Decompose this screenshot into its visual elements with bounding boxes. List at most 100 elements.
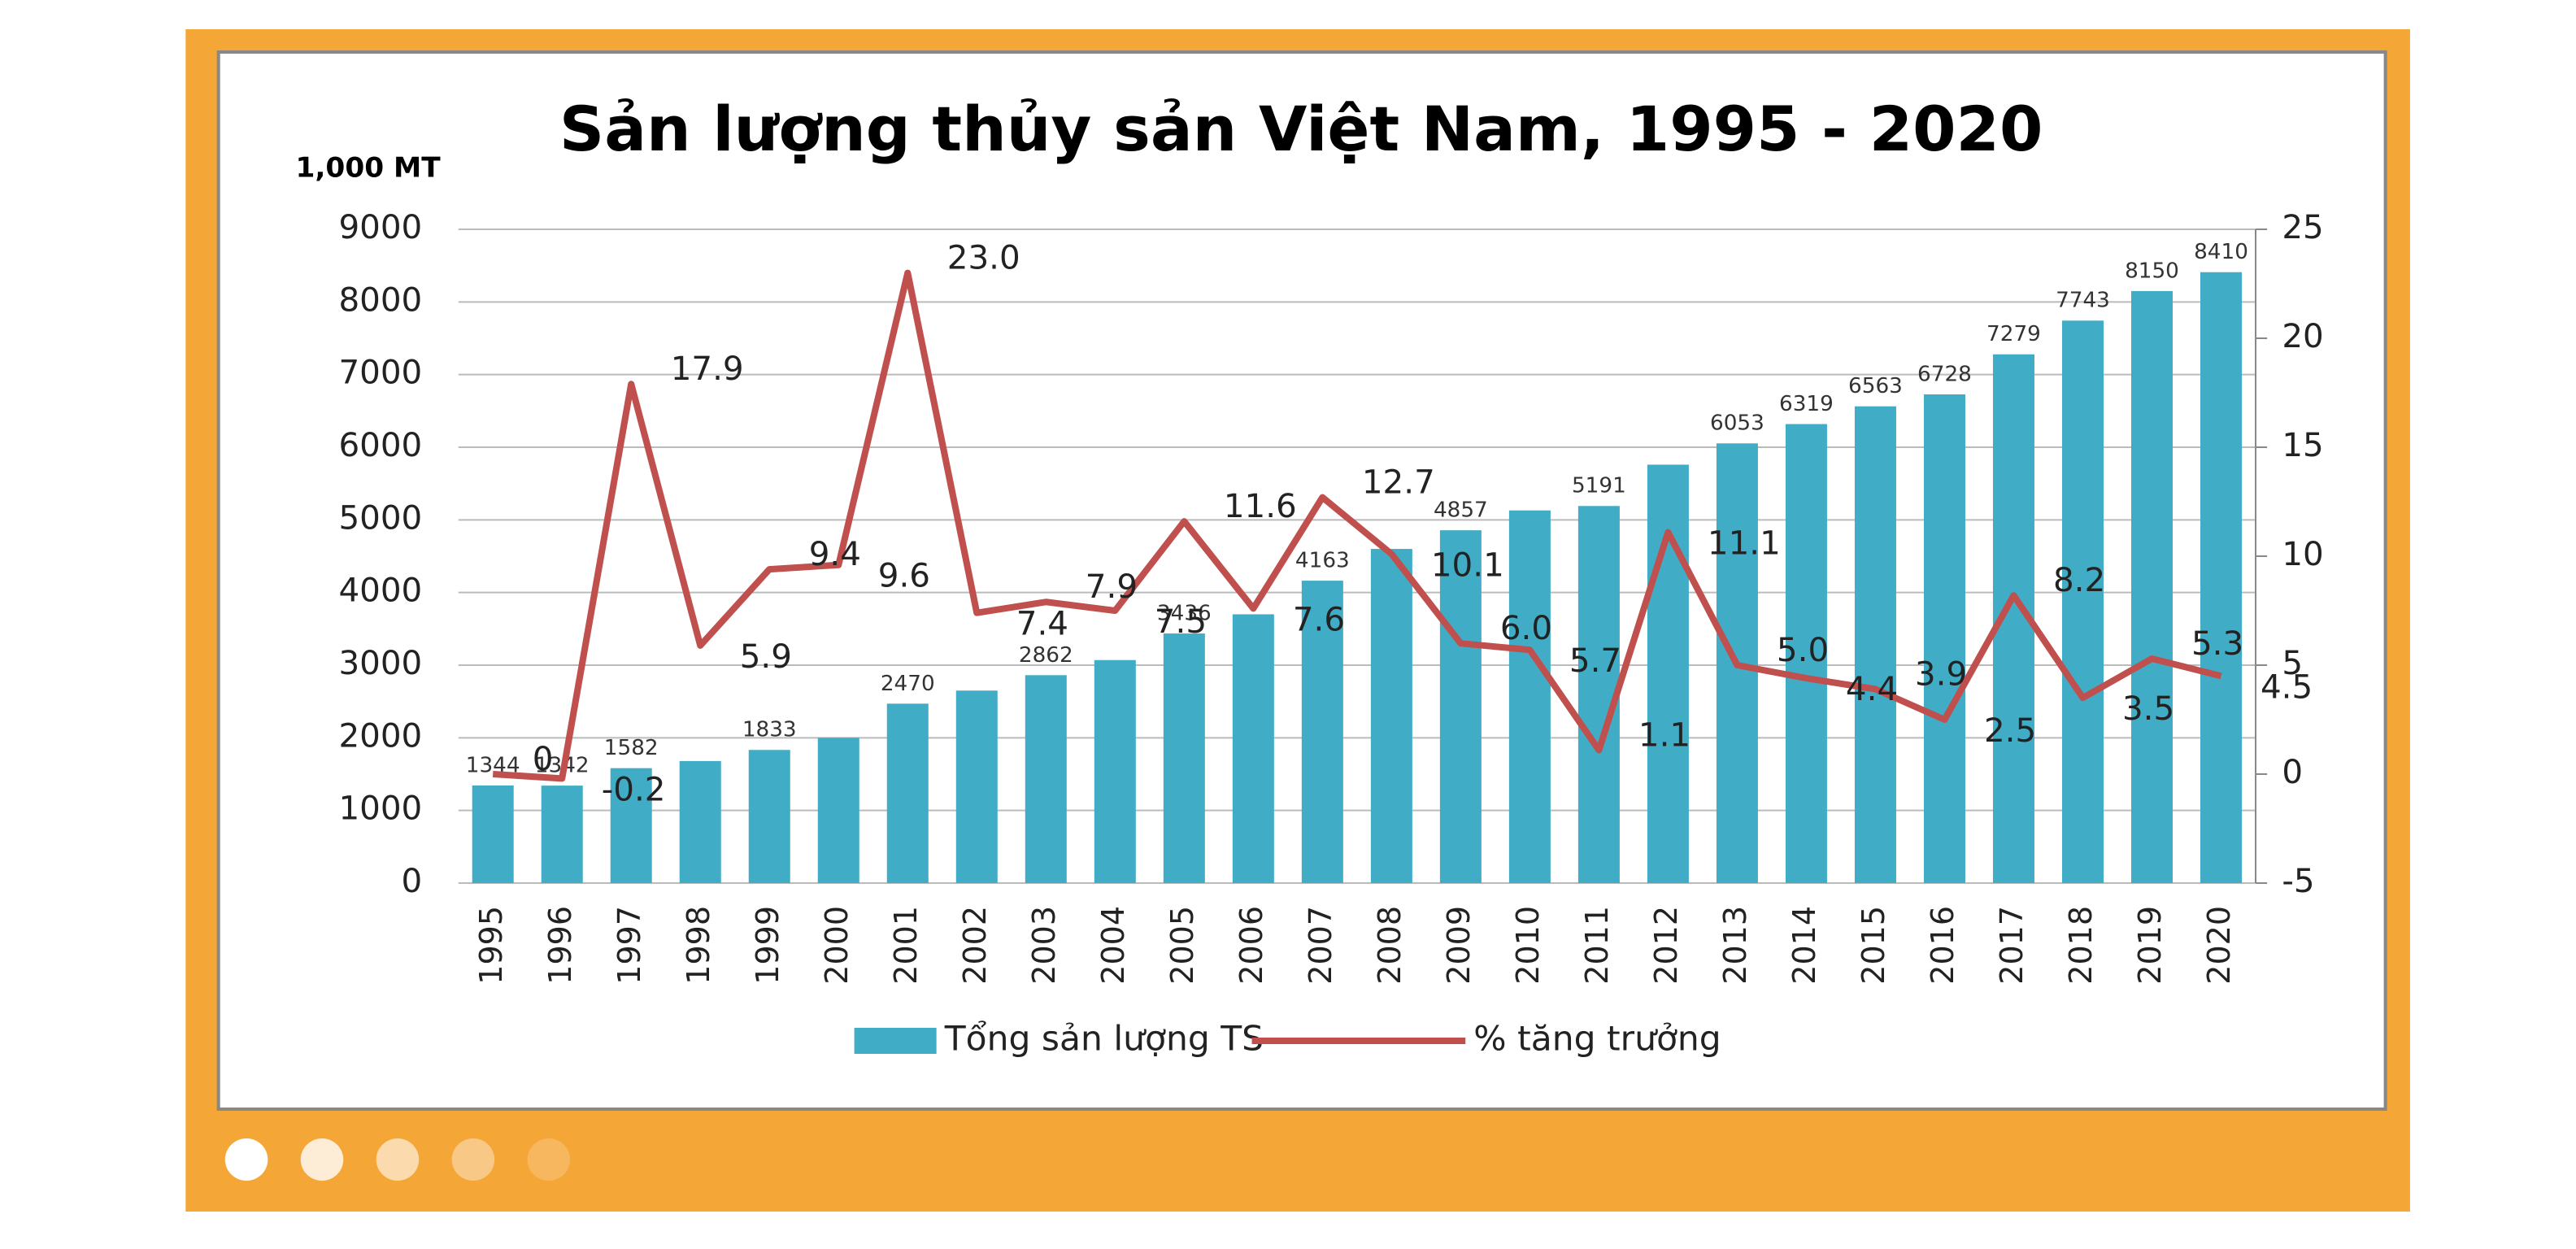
x-tick-label: 1995 <box>474 906 510 985</box>
x-tick-label: 1999 <box>751 906 786 985</box>
bar <box>817 738 859 883</box>
y2-tick-label: 5 <box>2282 645 2303 682</box>
bar <box>1163 633 1205 883</box>
line-label: 11.1 <box>1708 525 1781 563</box>
x-tick-label: 1996 <box>543 906 579 985</box>
bar-label: 8410 <box>2194 240 2248 264</box>
x-tick-label: 2005 <box>1165 906 1201 985</box>
bar <box>1577 506 1620 883</box>
line-label: 0 <box>533 741 554 778</box>
line-label: 9.6 <box>878 558 930 595</box>
line-label: 11.6 <box>1224 488 1297 525</box>
x-tick-label: 1997 <box>612 906 648 985</box>
bar <box>1301 581 1343 883</box>
x-tick-label: 2020 <box>2202 906 2238 985</box>
bar-label: 2470 <box>881 672 935 696</box>
bar <box>541 786 583 883</box>
line-label: 17.9 <box>671 350 744 388</box>
bar-label: 4163 <box>1295 549 1350 573</box>
bar <box>1094 659 1136 883</box>
bar <box>1370 549 1412 883</box>
x-tick-label: 2008 <box>1373 906 1408 985</box>
line-label: 2.5 <box>1984 712 2036 750</box>
x-tick-label: 2007 <box>1303 906 1339 985</box>
y2-tick-label: 20 <box>2282 318 2323 355</box>
y-tick-label: 6000 <box>338 427 422 464</box>
bar-label: 6563 <box>1848 374 1903 398</box>
x-tick-label: 2002 <box>958 906 994 985</box>
y-tick-label: 0 <box>402 863 423 900</box>
bar <box>1508 510 1551 883</box>
bar-label: 3436 <box>1157 602 1212 626</box>
bar <box>1854 406 1896 883</box>
line-label: 5.0 <box>1777 632 1829 669</box>
legend-label: % tăng trưởng <box>1473 1019 1721 1059</box>
line-label: 7.5 <box>1155 603 1207 641</box>
bar <box>748 750 790 883</box>
line-label: 4.5 <box>2261 669 2313 707</box>
y-axis-label: 1,000 MT <box>296 152 442 185</box>
x-tick-label: 2011 <box>1580 906 1616 985</box>
x-tick-label: 2009 <box>1442 906 1477 985</box>
bar <box>1232 614 1274 883</box>
bar <box>1025 675 1067 883</box>
line-label: 5.3 <box>2191 625 2243 663</box>
bar <box>2130 290 2174 883</box>
bar-label: 8150 <box>2125 259 2179 284</box>
x-tick-label: 2013 <box>1718 906 1754 985</box>
line-label: 5.9 <box>740 638 792 676</box>
bar-label: 6728 <box>1917 363 1972 387</box>
line-label: 12.7 <box>1362 464 1435 502</box>
bar <box>1923 394 1965 883</box>
line-label: 6.0 <box>1500 610 1552 647</box>
line-label: 3.5 <box>2122 690 2174 728</box>
y-tick-label: 3000 <box>338 645 422 682</box>
bar-label: 1833 <box>742 718 797 742</box>
y-tick-label: 9000 <box>338 209 422 246</box>
line-label: 9.4 <box>809 536 861 573</box>
x-tick-label: 2010 <box>1511 906 1547 985</box>
y2-tick-label: -5 <box>2282 863 2314 900</box>
line-label: 7.4 <box>1016 606 1068 643</box>
bar <box>2061 320 2104 883</box>
bar <box>679 760 721 883</box>
x-tick-label: 2001 <box>889 906 925 985</box>
x-tick-label: 2014 <box>1787 906 1823 985</box>
line <box>492 269 2222 782</box>
legend-label: Tổng sản lượng TS <box>944 1019 1264 1059</box>
chart-title: Sản lượng thủy sản Việt Nam, 1995 - 2020 <box>559 94 2043 166</box>
bar-label: 7743 <box>2056 289 2110 313</box>
bar <box>955 690 998 883</box>
dot <box>451 1138 495 1181</box>
line-label: 5.7 <box>1569 642 1621 680</box>
y2-tick-label: 10 <box>2282 536 2323 573</box>
bar-label: 4857 <box>1434 498 1488 523</box>
bar-label: 2862 <box>1019 643 1073 668</box>
bar-label: 6053 <box>1710 411 1764 436</box>
x-tick-label: 2016 <box>1925 906 1961 985</box>
x-tick-label: 2017 <box>1995 906 2030 985</box>
x-tick-label: 2012 <box>1649 906 1685 985</box>
y2-tick-label: 0 <box>2282 754 2303 791</box>
x-tick-label: 2019 <box>2133 906 2169 985</box>
bar <box>610 768 652 883</box>
bar-label: 1582 <box>604 736 659 760</box>
dot <box>527 1138 571 1181</box>
line-label: -0.2 <box>602 771 666 808</box>
bar <box>2200 272 2243 883</box>
y2-tick-label: 15 <box>2282 427 2323 464</box>
dot <box>300 1138 344 1181</box>
x-tick-label: 2015 <box>1856 906 1892 985</box>
line-label: 8.2 <box>2053 562 2105 599</box>
x-tick-label: 2018 <box>2064 906 2100 985</box>
bar <box>1439 530 1482 883</box>
line-label: 1.1 <box>1638 717 1690 755</box>
line-label: 3.9 <box>1915 656 1967 694</box>
dot <box>376 1138 420 1181</box>
y-tick-label: 8000 <box>338 281 422 319</box>
bar-label: 5191 <box>1572 474 1626 498</box>
x-tick-label: 2003 <box>1027 906 1063 985</box>
dot <box>224 1138 268 1181</box>
